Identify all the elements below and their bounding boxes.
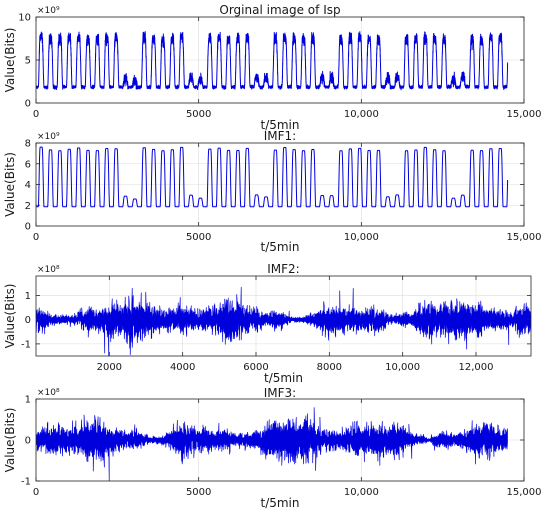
x-tick-label: 15,000 xyxy=(507,109,542,120)
x-tick-label: 10,000 xyxy=(385,362,420,373)
y-tick-label: -1 xyxy=(21,477,31,488)
x-tick-label: 15,000 xyxy=(507,232,542,243)
y-exponent-label: ×10⁸ xyxy=(37,388,60,398)
y-tick-label: 0 xyxy=(25,436,31,447)
x-tick-label: 10,000 xyxy=(344,109,379,120)
chart-title: IMF1: xyxy=(264,129,296,143)
x-axis-label: t/5min xyxy=(264,371,303,385)
x-tick-label: 0 xyxy=(33,109,39,120)
y-exponent-label: ×10⁹ xyxy=(37,132,60,142)
chart-title: Orginal image of Isp xyxy=(219,3,340,17)
chart-title: IMF2: xyxy=(267,262,299,276)
series-line xyxy=(36,286,531,356)
y-axis-label: Value(Bits) xyxy=(3,408,17,473)
y-axis-label: Value(Bits) xyxy=(3,152,17,217)
x-tick-label: 0 xyxy=(33,487,39,498)
x-tick-label: 5000 xyxy=(186,487,211,498)
y-tick-label: 10 xyxy=(18,13,31,24)
x-axis-label: t/5min xyxy=(260,118,299,132)
y-tick-label: 1 xyxy=(25,291,31,302)
y-tick-label: 0 xyxy=(25,315,31,326)
chart-title: IMF3: xyxy=(264,386,296,400)
series-line xyxy=(36,31,509,91)
y-tick-label: 0 xyxy=(25,99,31,110)
y-tick-label: -1 xyxy=(21,339,31,350)
series-line xyxy=(36,146,509,208)
x-axis-label: t/5min xyxy=(260,496,299,510)
panel-3 xyxy=(35,275,532,357)
y-tick-label: 2 xyxy=(25,201,31,212)
series-line xyxy=(36,407,508,481)
panel-2 xyxy=(35,142,525,227)
x-tick-label: 5000 xyxy=(186,232,211,243)
y-tick-label: 0 xyxy=(25,222,31,233)
axes-frame xyxy=(35,275,532,357)
y-exponent-label: ×10⁹ xyxy=(37,6,60,16)
x-tick-label: 12,000 xyxy=(459,362,494,373)
x-tick-label: 2000 xyxy=(97,362,122,373)
x-tick-label: 10,000 xyxy=(344,487,379,498)
x-tick-label: 5000 xyxy=(186,109,211,120)
y-tick-label: 4 xyxy=(25,180,31,191)
y-exponent-label: ×10⁸ xyxy=(37,265,60,275)
x-tick-label: 4000 xyxy=(170,362,195,373)
x-axis-label: t/5min xyxy=(260,240,299,254)
x-tick-label: 15,000 xyxy=(507,487,542,498)
y-tick-label: 5 xyxy=(25,56,31,67)
y-axis-label: Value(Bits) xyxy=(3,284,17,349)
y-tick-label: 6 xyxy=(25,159,31,170)
panel-4 xyxy=(35,398,525,482)
y-tick-label: 1 xyxy=(25,395,31,406)
x-tick-label: 6000 xyxy=(243,362,268,373)
y-tick-label: 8 xyxy=(25,139,31,150)
x-tick-label: 8000 xyxy=(317,362,342,373)
panel-1 xyxy=(35,16,525,104)
x-tick-label: 10,000 xyxy=(344,232,379,243)
y-axis-label: Value(Bits) xyxy=(3,28,17,93)
x-tick-label: 0 xyxy=(33,232,39,243)
